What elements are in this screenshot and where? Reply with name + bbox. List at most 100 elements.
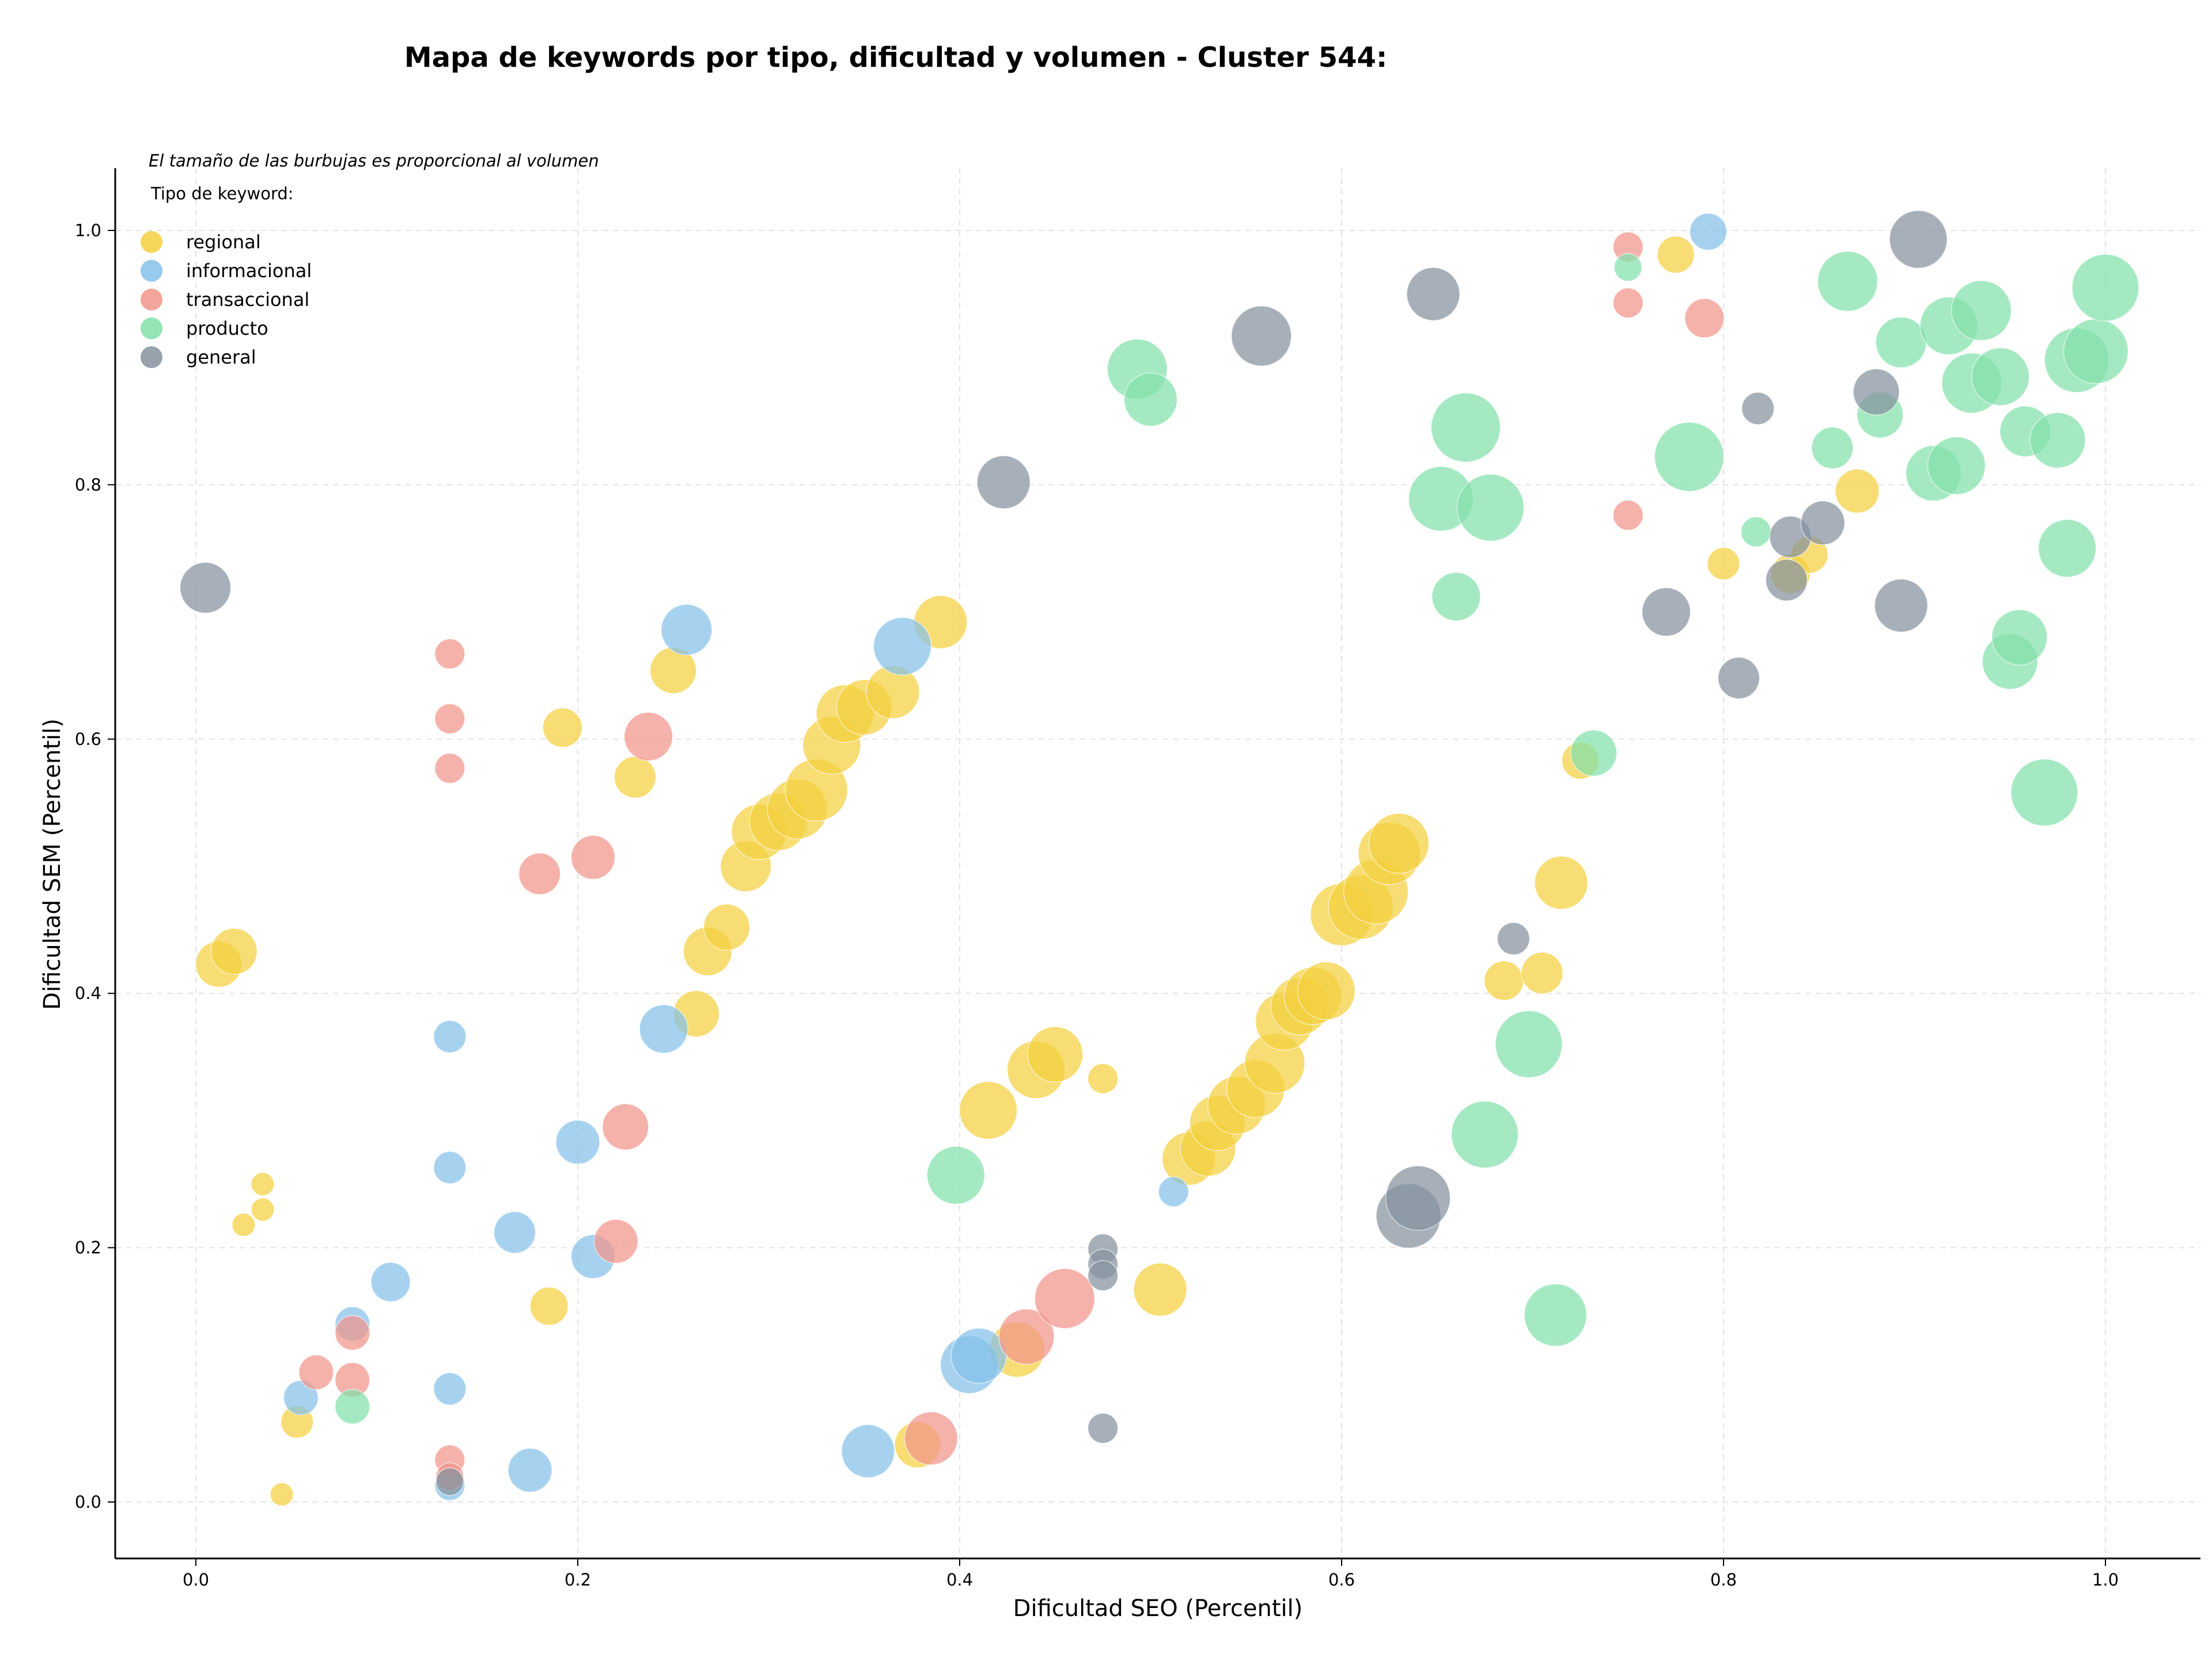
point-general	[179, 562, 232, 614]
axes	[114, 168, 2200, 1560]
point-regional	[1297, 962, 1356, 1020]
point-informacional	[433, 1151, 467, 1185]
point-transaccional	[434, 638, 465, 669]
point-transaccional	[1684, 298, 1725, 339]
x-axis-label: Dificultad SEO (Percentil)	[1013, 1595, 1303, 1622]
point-producto	[2010, 758, 2078, 827]
point-producto	[1524, 1283, 1588, 1347]
point-regional	[1368, 813, 1430, 874]
point-regional	[1484, 960, 1524, 1001]
series-general	[179, 210, 1948, 1496]
point-general	[435, 1467, 464, 1496]
series-transaccional	[298, 231, 1725, 1491]
point-regional	[1521, 952, 1563, 994]
point-informacional	[433, 1372, 467, 1406]
point-producto	[2071, 253, 2139, 322]
point-informacional	[639, 1004, 688, 1054]
point-transaccional	[998, 1308, 1055, 1365]
point-general	[1406, 267, 1460, 321]
point-regional	[703, 903, 751, 951]
y-tick-label: 0.0	[75, 1492, 101, 1512]
point-producto	[1450, 1100, 1519, 1168]
point-general	[1741, 392, 1775, 425]
point-informacional	[507, 1448, 552, 1493]
point-transaccional	[602, 1103, 649, 1151]
point-producto	[1950, 280, 2012, 341]
point-producto	[1654, 422, 1725, 492]
point-transaccional	[593, 1219, 639, 1264]
y-tick-label: 0.2	[75, 1238, 101, 1258]
point-regional	[251, 1172, 275, 1196]
point-producto	[1431, 572, 1481, 622]
series-producto	[335, 251, 2139, 1425]
point-transaccional	[434, 752, 465, 784]
y-tick-label: 0.4	[75, 983, 101, 1003]
point-regional	[529, 1287, 569, 1326]
point-general	[1874, 578, 1929, 633]
point-producto	[1570, 729, 1618, 777]
x-tick-label: 0.8	[1710, 1570, 1737, 1590]
point-general	[1497, 922, 1531, 956]
point-informacional	[873, 616, 932, 676]
chart-title: Mapa de keywords por tipo, dificultad y …	[404, 41, 1387, 74]
point-transaccional	[518, 852, 561, 895]
bubble-size-note: El tamaño de las burbujas es proporciona…	[149, 151, 599, 171]
point-transaccional	[434, 703, 465, 735]
point-producto	[1613, 253, 1642, 282]
point-regional	[1707, 547, 1740, 580]
point-general	[1087, 1260, 1119, 1291]
point-producto	[2037, 519, 2097, 578]
series-regional	[195, 236, 1880, 1507]
point-general	[1765, 559, 1808, 601]
legend-label-informacional: informacional	[186, 260, 312, 282]
point-transaccional	[570, 835, 616, 880]
point-transaccional	[904, 1411, 959, 1466]
y-axis-label: Dificultad SEM (Percentil)	[39, 718, 66, 1010]
point-producto	[1927, 436, 1986, 495]
x-tick-label: 0.0	[183, 1570, 209, 1590]
point-informacional	[950, 1327, 1007, 1384]
legend-label-transaccional: transaccional	[186, 289, 309, 311]
point-producto	[1991, 609, 2048, 665]
point-regional	[1027, 1026, 1084, 1083]
y-tick-label: 0.6	[75, 729, 101, 749]
point-transaccional	[1612, 500, 1643, 531]
point-producto	[1811, 426, 1854, 470]
point-regional	[959, 1081, 1018, 1140]
point-informacional	[493, 1211, 536, 1254]
x-tick-label: 0.2	[565, 1570, 591, 1590]
point-regional	[613, 756, 657, 799]
point-regional	[1133, 1262, 1187, 1317]
point-regional	[1087, 1063, 1119, 1094]
point-regional	[1534, 856, 1588, 910]
legend-title: Tipo de keyword:	[150, 184, 294, 203]
point-general	[1889, 210, 1948, 269]
point-producto	[1875, 316, 1927, 368]
point-general	[1853, 368, 1900, 416]
point-regional	[1835, 468, 1880, 514]
point-transaccional	[1034, 1268, 1096, 1329]
x-tick-label: 1.0	[2092, 1570, 2119, 1590]
x-tick-label: 0.4	[946, 1570, 973, 1590]
point-regional	[232, 1213, 256, 1237]
point-regional	[270, 1482, 294, 1507]
point-regional	[542, 707, 583, 748]
legend-marker-producto	[141, 317, 162, 339]
series-informacional	[283, 213, 1728, 1501]
legend-marker-transaccional	[141, 289, 162, 311]
point-producto	[1971, 347, 2030, 406]
x-tick-label: 0.6	[1328, 1570, 1355, 1590]
point-informacional	[555, 1119, 600, 1165]
point-producto	[2063, 318, 2129, 384]
point-informacional	[370, 1262, 411, 1302]
point-general	[1385, 1165, 1451, 1231]
legend-marker-informacional	[141, 260, 162, 282]
data-points	[179, 210, 2139, 1507]
point-producto	[926, 1146, 986, 1205]
legend-marker-general	[141, 346, 162, 368]
point-transaccional	[335, 1315, 370, 1351]
point-general	[1087, 1413, 1119, 1444]
point-regional	[1657, 236, 1695, 274]
